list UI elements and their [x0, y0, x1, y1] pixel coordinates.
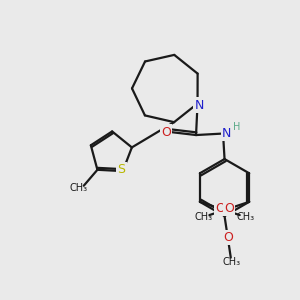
Text: O: O [224, 202, 234, 215]
Text: N: N [194, 98, 204, 112]
Text: S: S [117, 163, 125, 176]
Text: CH₃: CH₃ [69, 183, 87, 193]
Text: O: O [161, 125, 171, 139]
Text: N: N [222, 127, 231, 140]
Text: CH₃: CH₃ [223, 257, 241, 267]
Text: CH₃: CH₃ [237, 212, 255, 221]
Text: H: H [233, 122, 240, 132]
Text: CH₃: CH₃ [194, 212, 212, 221]
Text: O: O [215, 202, 225, 215]
Text: O: O [223, 231, 233, 244]
